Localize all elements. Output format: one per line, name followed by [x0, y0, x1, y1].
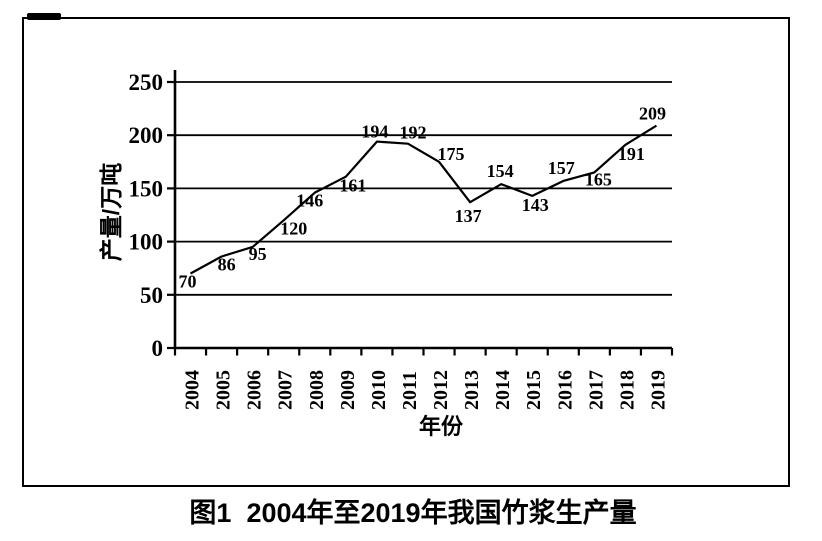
x-tick-label: 2018	[616, 370, 638, 410]
data-point-label: 70	[179, 272, 197, 292]
y-axis-title: 产量/万吨	[98, 162, 124, 262]
data-point-label: 209	[639, 104, 666, 124]
data-point-label: 95	[249, 244, 267, 264]
x-tick-label: 2019	[647, 370, 669, 410]
x-tick-label: 2008	[306, 370, 328, 410]
y-tick-label: 50	[140, 283, 163, 308]
y-tick-label: 200	[129, 123, 164, 148]
x-tick-label: 2004	[182, 370, 204, 410]
x-tick-label: 2010	[368, 370, 390, 410]
data-point-label: 154	[487, 161, 514, 181]
chart-frame	[22, 17, 790, 487]
x-axis-title: 年份	[418, 414, 464, 439]
data-point-label: 194	[361, 122, 388, 142]
x-tick-label: 2009	[337, 370, 359, 410]
y-tick-label: 0	[152, 336, 164, 361]
x-tick-label: 2015	[523, 370, 545, 410]
data-point-label: 192	[399, 123, 426, 143]
y-tick-label: 150	[129, 176, 164, 201]
x-tick-label: 2017	[585, 370, 607, 410]
data-point-label: 146	[296, 191, 323, 211]
y-tick-label: 100	[129, 230, 164, 255]
y-tick-label: 250	[129, 70, 164, 95]
x-tick-label: 2012	[430, 370, 452, 410]
x-tick-label: 2014	[492, 370, 514, 410]
print-artifact	[27, 13, 61, 20]
series-line	[190, 124, 658, 275]
data-point-label: 86	[218, 254, 236, 274]
data-point-label: 191	[618, 144, 645, 164]
data-point-label: 120	[280, 218, 307, 238]
data-point-label: 175	[438, 144, 465, 164]
x-tick-label: 2006	[244, 370, 266, 410]
x-tick-label: 2007	[275, 370, 297, 410]
x-tick-label: 2011	[399, 371, 421, 410]
data-point-label: 137	[455, 206, 482, 226]
data-point-label: 143	[522, 195, 549, 215]
data-point-label: 157	[548, 158, 575, 178]
x-tick-label: 2013	[461, 370, 483, 410]
x-tick-label: 2016	[554, 370, 576, 410]
data-point-label: 165	[585, 169, 612, 189]
data-point-label: 161	[339, 176, 366, 196]
figure-caption: 图1 2004年至2019年我国竹浆生产量	[189, 498, 637, 528]
x-tick-label: 2005	[213, 370, 235, 410]
